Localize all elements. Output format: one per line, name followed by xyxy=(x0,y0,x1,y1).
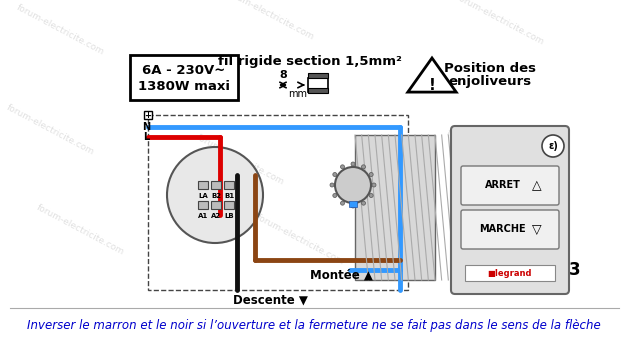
Text: forum-electricite.com: forum-electricite.com xyxy=(455,0,545,47)
Text: +: + xyxy=(145,111,152,119)
Text: 8: 8 xyxy=(279,70,287,80)
Text: fil rigide section 1,5mm²: fil rigide section 1,5mm² xyxy=(218,56,402,69)
Text: forum-electricite.com: forum-electricite.com xyxy=(445,128,535,182)
Text: 6A - 230V~: 6A - 230V~ xyxy=(142,63,226,77)
Text: forum-electricite.com: forum-electricite.com xyxy=(255,213,345,267)
Text: ε): ε) xyxy=(548,141,558,151)
Text: A2: A2 xyxy=(211,213,221,219)
Bar xyxy=(144,111,152,119)
Circle shape xyxy=(333,194,337,197)
Text: ▽: ▽ xyxy=(532,223,541,236)
Circle shape xyxy=(372,183,376,187)
Circle shape xyxy=(369,194,373,197)
Text: B1: B1 xyxy=(224,193,234,199)
Circle shape xyxy=(167,147,263,243)
Text: !: ! xyxy=(428,77,435,92)
Text: forum-electricite.com: forum-electricite.com xyxy=(35,203,125,257)
Bar xyxy=(130,55,238,100)
Circle shape xyxy=(369,173,373,176)
Circle shape xyxy=(351,204,355,208)
Text: mm: mm xyxy=(288,89,307,99)
Text: forum-electricite.com: forum-electricite.com xyxy=(4,103,96,157)
Text: L: L xyxy=(143,132,149,142)
Text: forum-electricite.com: forum-electricite.com xyxy=(194,133,286,187)
Circle shape xyxy=(330,183,334,187)
Text: 1380W maxi: 1380W maxi xyxy=(138,80,230,93)
Bar xyxy=(308,88,328,93)
Bar xyxy=(465,265,555,281)
Bar xyxy=(198,201,208,209)
Text: B2: B2 xyxy=(211,193,221,199)
Bar xyxy=(308,73,328,78)
Text: forum-electricite.com: forum-electricite.com xyxy=(225,0,315,42)
Text: LA: LA xyxy=(198,193,208,199)
Text: ■legrand: ■legrand xyxy=(487,268,532,278)
Text: Inverser le marron et le noir si l’ouverture et la fermeture ne se fait pas dans: Inverser le marron et le noir si l’ouver… xyxy=(27,318,601,331)
Circle shape xyxy=(335,167,371,203)
Circle shape xyxy=(542,135,564,157)
Text: △: △ xyxy=(532,179,541,192)
Bar xyxy=(355,135,435,280)
Text: N: N xyxy=(142,122,150,132)
Text: LB: LB xyxy=(224,213,234,219)
Text: ARRET: ARRET xyxy=(484,181,520,190)
Circle shape xyxy=(333,173,337,176)
Text: enjoliveurs: enjoliveurs xyxy=(448,76,532,89)
Bar xyxy=(211,181,221,189)
Circle shape xyxy=(340,165,345,169)
Bar xyxy=(308,78,328,92)
FancyBboxPatch shape xyxy=(461,166,559,205)
Text: forum-electricite.com: forum-electricite.com xyxy=(14,3,106,57)
Circle shape xyxy=(340,201,345,205)
Text: Descente ▼: Descente ▼ xyxy=(233,294,308,307)
Text: MARCHE: MARCHE xyxy=(479,224,526,234)
FancyBboxPatch shape xyxy=(461,210,559,249)
Bar xyxy=(224,201,234,209)
Circle shape xyxy=(362,165,365,169)
Bar xyxy=(349,201,357,207)
Bar xyxy=(148,115,408,290)
Text: Position des: Position des xyxy=(444,62,536,75)
Text: 3: 3 xyxy=(569,261,581,279)
Bar xyxy=(198,181,208,189)
FancyBboxPatch shape xyxy=(451,126,569,294)
Polygon shape xyxy=(408,58,456,92)
Circle shape xyxy=(362,201,365,205)
Bar xyxy=(211,201,221,209)
Text: Montée ▲: Montée ▲ xyxy=(310,268,373,281)
Bar xyxy=(224,181,234,189)
Text: A1: A1 xyxy=(198,213,208,219)
Circle shape xyxy=(351,162,355,166)
